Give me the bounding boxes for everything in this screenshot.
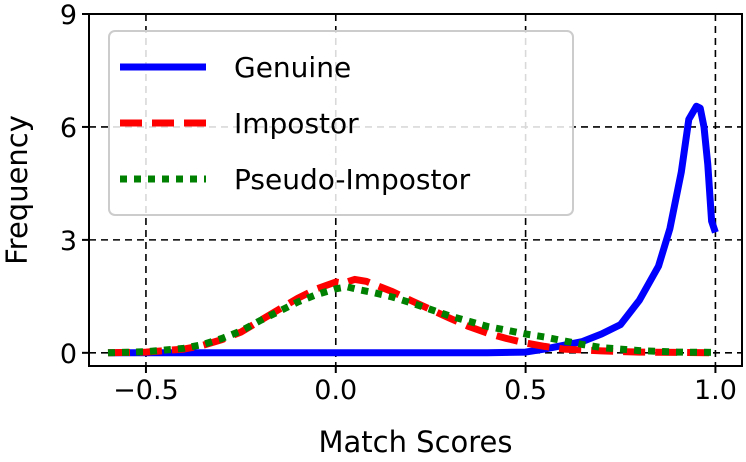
- legend-label: Pseudo-Impostor: [234, 163, 471, 196]
- plot-frame: [88, 13, 743, 367]
- x-tick-label: −0.5: [113, 375, 179, 406]
- series-line-pseudo-impostor: [107, 283, 716, 357]
- x-tick-label: 0.5: [504, 375, 547, 406]
- y-tick-label: 0: [60, 339, 77, 370]
- y-axis-label: Frequency: [0, 115, 34, 265]
- x-tick-label: 0.0: [314, 375, 357, 406]
- y-tick-label: 3: [60, 226, 77, 257]
- y-tick-label: 6: [60, 113, 77, 144]
- series-lines: [107, 102, 719, 357]
- legend-label: Impostor: [234, 107, 359, 140]
- y-tick-label: 9: [60, 0, 77, 31]
- legend-label: Genuine: [234, 51, 351, 84]
- x-tick-label: 1.0: [694, 375, 737, 406]
- legend: Genuine Impostor Pseudo-Impostor: [108, 30, 574, 216]
- legend-box: [108, 30, 574, 216]
- axis-ticks: −0.5 0.0 0.5 1.0 0 3 6 9: [60, 0, 737, 406]
- x-axis-label: Match Scores: [318, 425, 512, 459]
- series-line-genuine: [108, 102, 719, 357]
